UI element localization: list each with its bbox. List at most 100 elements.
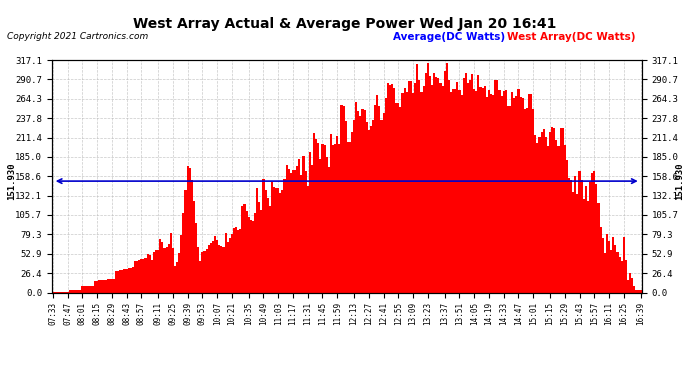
Bar [492, 95, 494, 292]
Bar [578, 171, 580, 292]
Bar [374, 105, 376, 292]
Bar [368, 129, 370, 292]
Bar [292, 170, 294, 292]
Bar [349, 142, 351, 292]
Bar [631, 278, 633, 292]
Bar [380, 120, 382, 292]
Bar [317, 143, 319, 292]
Bar [126, 269, 128, 292]
Bar [277, 188, 279, 292]
Bar [520, 97, 522, 292]
Bar [364, 110, 366, 292]
Bar [593, 171, 595, 292]
Bar [524, 110, 526, 292]
Bar [482, 88, 484, 292]
Bar [164, 248, 166, 292]
Bar [193, 201, 195, 292]
Bar [138, 260, 140, 292]
Bar [315, 140, 317, 292]
Bar [176, 262, 178, 292]
Bar [302, 156, 304, 292]
Bar [625, 260, 627, 292]
Bar [338, 144, 340, 292]
Bar [353, 120, 355, 292]
Bar [576, 194, 578, 292]
Bar [115, 271, 117, 292]
Bar [264, 190, 266, 292]
Bar [188, 168, 191, 292]
Bar [309, 153, 311, 292]
Bar [262, 179, 264, 292]
Bar [391, 84, 393, 292]
Bar [336, 136, 338, 292]
Bar [260, 210, 262, 292]
Bar [351, 132, 353, 292]
Bar [429, 76, 431, 292]
Bar [117, 271, 119, 292]
Bar [490, 94, 492, 292]
Bar [228, 238, 231, 292]
Bar [153, 252, 155, 292]
Bar [507, 106, 509, 292]
Bar [268, 207, 271, 292]
Text: Copyright 2021 Cartronics.com: Copyright 2021 Cartronics.com [7, 32, 148, 41]
Bar [408, 81, 410, 292]
Bar [119, 270, 121, 292]
Bar [393, 88, 395, 292]
Bar [370, 126, 372, 292]
Bar [121, 270, 124, 292]
Bar [464, 73, 467, 292]
Bar [282, 190, 284, 292]
Bar [545, 137, 547, 292]
Bar [206, 249, 208, 292]
Bar [638, 290, 640, 292]
Bar [589, 182, 591, 292]
Bar [250, 220, 252, 292]
Bar [551, 127, 553, 292]
Bar [256, 188, 258, 292]
Bar [494, 80, 496, 292]
Bar [612, 237, 614, 292]
Bar [344, 121, 347, 292]
Bar [102, 280, 104, 292]
Bar [113, 279, 115, 292]
Bar [456, 82, 458, 292]
Bar [452, 89, 454, 292]
Bar [513, 98, 515, 292]
Bar [427, 63, 429, 292]
Bar [98, 280, 100, 292]
Text: West Array Actual & Average Power Wed Jan 20 16:41: West Array Actual & Average Power Wed Ja… [133, 17, 557, 31]
Bar [222, 247, 224, 292]
Bar [480, 87, 482, 292]
Bar [73, 290, 75, 292]
Bar [346, 142, 349, 292]
Bar [629, 273, 631, 292]
Bar [231, 234, 233, 292]
Bar [606, 234, 608, 292]
Bar [252, 221, 254, 292]
Bar [159, 239, 161, 292]
Bar [580, 180, 583, 292]
Bar [574, 176, 576, 292]
Bar [313, 133, 315, 292]
Bar [547, 146, 549, 292]
Bar [362, 109, 364, 292]
Bar [538, 137, 540, 292]
Bar [635, 290, 638, 292]
Bar [602, 238, 604, 292]
Bar [568, 177, 570, 292]
Bar [404, 88, 406, 292]
Bar [184, 190, 186, 292]
Bar [585, 186, 587, 292]
Bar [402, 93, 404, 292]
Bar [248, 217, 250, 292]
Bar [170, 233, 172, 292]
Bar [79, 290, 81, 292]
Bar [124, 269, 126, 292]
Bar [92, 286, 94, 292]
Bar [201, 252, 204, 292]
Bar [473, 89, 475, 292]
Bar [378, 106, 380, 292]
Bar [522, 98, 524, 292]
Bar [254, 213, 256, 292]
